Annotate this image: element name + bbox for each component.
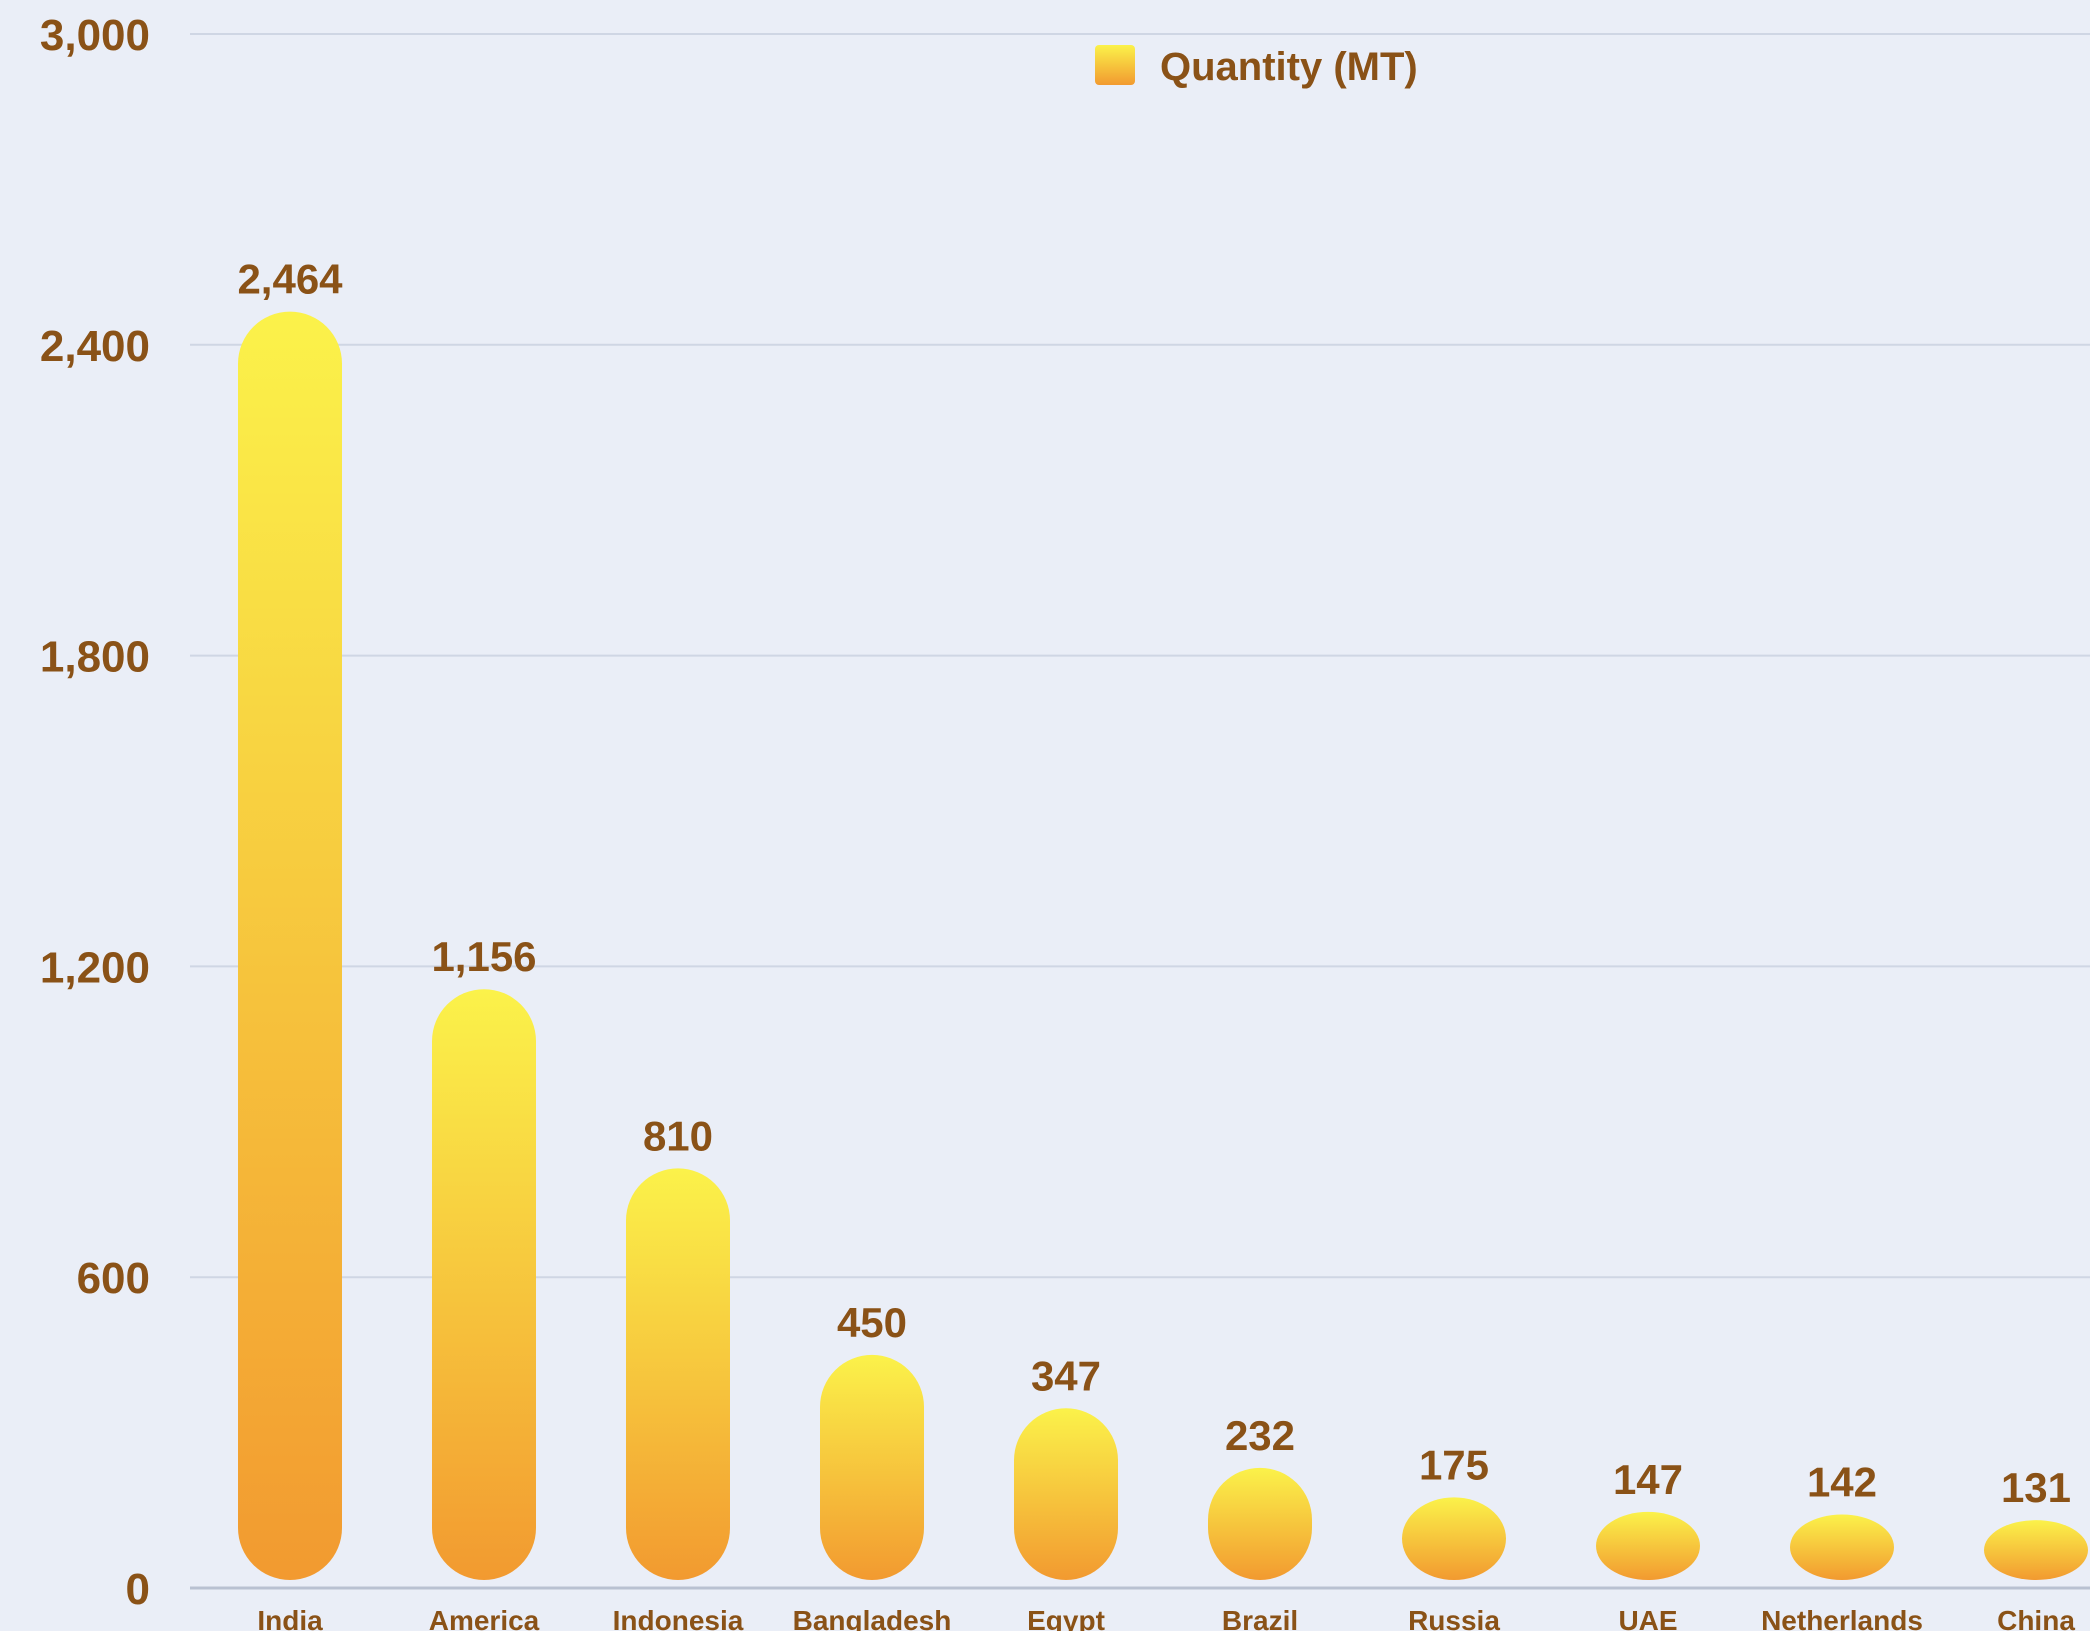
y-tick-label: 0 (126, 1565, 150, 1614)
bar-egypt (1014, 1408, 1118, 1580)
x-tick-label: Bangladesh (793, 1605, 952, 1631)
data-label: 232 (1225, 1412, 1295, 1459)
x-tick-label: Netherlands (1761, 1605, 1923, 1631)
data-label: 2,464 (237, 256, 343, 303)
x-tick-label: Egypt (1027, 1605, 1105, 1631)
bar-china (1984, 1520, 2088, 1580)
x-tick-label: Russia (1408, 1605, 1500, 1631)
legend-swatch (1095, 45, 1135, 85)
y-tick-label: 1,200 (40, 943, 150, 992)
bar-india (238, 311, 342, 1581)
bar-indonesia (626, 1168, 730, 1580)
bar-russia (1402, 1497, 1506, 1580)
x-tick-label: America (429, 1605, 540, 1631)
data-label: 450 (837, 1299, 907, 1346)
legend-label: Quantity (MT) (1160, 45, 1418, 89)
x-tick-label: Brazil (1222, 1605, 1298, 1631)
y-tick-label: 1,800 (40, 633, 150, 682)
data-label: 1,156 (431, 933, 536, 980)
x-tick-label: China (1997, 1605, 2075, 1631)
x-tick-label: India (257, 1605, 323, 1631)
data-label: 175 (1419, 1441, 1489, 1488)
x-tick-label: UAE (1618, 1605, 1677, 1631)
bar-america (432, 989, 536, 1580)
bar-netherlands (1790, 1514, 1894, 1580)
x-tick-label: Indonesia (613, 1605, 744, 1631)
data-labels: 2,464 1,156 810 450 347 232 175 147 142 131 (237, 256, 2071, 1511)
bar-bangladesh (820, 1354, 924, 1580)
data-label: 147 (1613, 1456, 1683, 1503)
data-label: 131 (2001, 1464, 2071, 1511)
y-tick-label: 2,400 (40, 322, 150, 371)
data-label: 347 (1031, 1352, 1101, 1399)
y-tick-label: 3,000 (40, 11, 150, 60)
bars (238, 311, 2088, 1581)
data-label: 810 (643, 1112, 713, 1159)
x-axis: India America Indonesia Bangladesh Egypt Braz… (257, 1605, 2075, 1631)
legend: Quantity (MT) (1095, 45, 1418, 89)
data-label: 142 (1807, 1458, 1877, 1505)
bar-brazil (1208, 1467, 1312, 1580)
y-axis: 0 600 1,200 1,800 2,400 3,000 (40, 11, 150, 1614)
bar-uae (1596, 1511, 1700, 1580)
y-tick-label: 600 (77, 1254, 150, 1303)
